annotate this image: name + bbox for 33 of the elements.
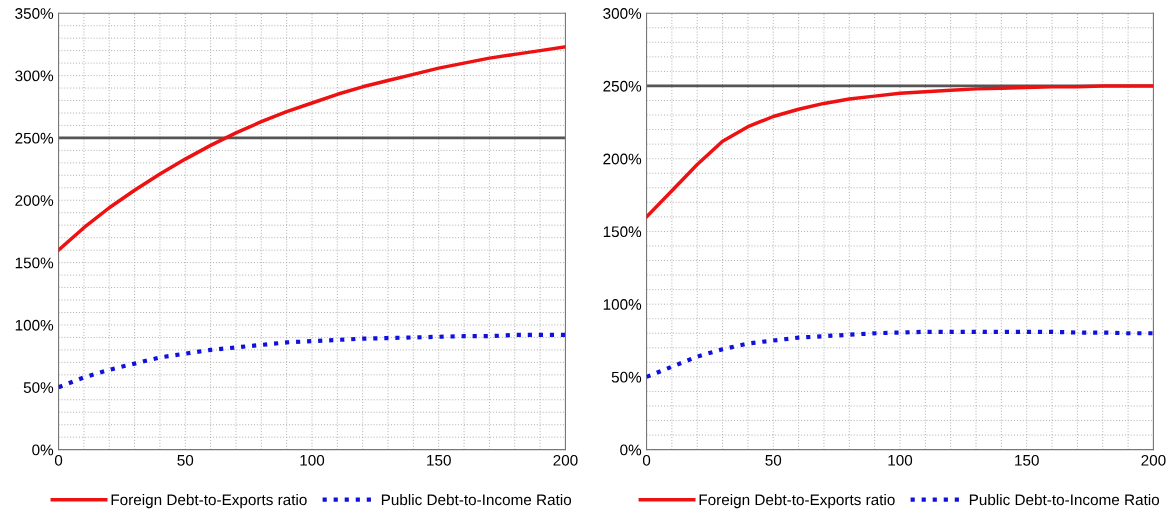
x-tick-label: 100	[888, 454, 913, 466]
y-tick-label: 200%	[15, 195, 54, 206]
x-tick-label: 200	[553, 454, 578, 466]
y-tick-label: 50%	[611, 371, 642, 383]
y-tick-label: 300%	[15, 70, 54, 82]
x-tick-label: 0	[54, 454, 63, 466]
x-tick-label: 200	[1141, 454, 1166, 466]
line-series	[58, 45, 566, 252]
legend-label: Foreign Debt-to-Exports ratio	[699, 493, 895, 509]
y-tick-label: 0%	[620, 444, 642, 456]
x-tick-label: 50	[177, 454, 194, 466]
y-tick-label: 150%	[15, 257, 54, 269]
y-tick-label: 250%	[15, 132, 54, 144]
y-tick-label: 50%	[23, 382, 54, 393]
x-tick-label: 150	[1015, 454, 1039, 466]
legend-label: Public Debt-to-Income Ratio	[381, 493, 572, 506]
line-series	[646, 84, 1154, 219]
y-tick-label: 300%	[603, 8, 642, 19]
y-tick-label: 250%	[603, 80, 642, 92]
y-tick-label: 100%	[15, 319, 54, 331]
legend-label: Public Debt-to-Income Ratio	[969, 493, 1160, 506]
y-tick-label: 0%	[32, 444, 54, 456]
line-series	[58, 332, 566, 390]
x-tick-label: 0	[642, 454, 651, 466]
x-tick-label: 50	[765, 454, 782, 466]
y-tick-label: 200%	[603, 153, 642, 165]
line-series	[646, 329, 1154, 379]
y-tick-label: 350%	[15, 8, 54, 19]
y-tick-label: 100%	[603, 299, 642, 310]
legend-label: Foreign Debt-to-Exports ratio	[111, 493, 307, 509]
x-tick-label: 100	[300, 454, 325, 466]
x-tick-label: 150	[427, 454, 451, 466]
y-tick-label: 150%	[603, 226, 642, 238]
